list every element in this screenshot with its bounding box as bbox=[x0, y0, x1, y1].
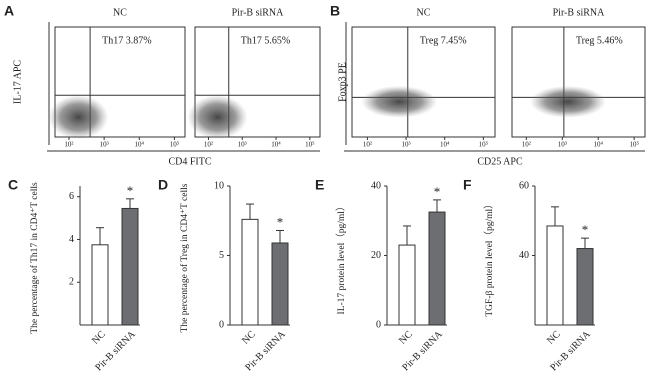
panel-label: E bbox=[315, 177, 324, 193]
x-tick-label: 10³ bbox=[401, 141, 410, 149]
bar bbox=[398, 244, 416, 326]
x-tick-label: NC bbox=[90, 329, 108, 347]
x-tick-label: 10⁴ bbox=[271, 141, 281, 149]
x-tick-label: 10³ bbox=[558, 141, 567, 149]
x-axis-label: CD4 FITC bbox=[168, 156, 211, 167]
plot-frame bbox=[194, 26, 321, 138]
significance-mark: * bbox=[582, 222, 589, 237]
y-axis-label: TGF-β protein level（pg/ml） bbox=[483, 199, 495, 316]
bar bbox=[271, 242, 289, 326]
y-tick-label: 0 bbox=[219, 319, 224, 330]
plot-title: Pir-B siRNA bbox=[553, 7, 606, 18]
quadrant-annotation: Treg 5.46% bbox=[576, 35, 623, 46]
event-cloud bbox=[361, 85, 438, 118]
y-axis-label: IL-17 APC bbox=[12, 60, 23, 105]
y-tick-label: 60 bbox=[519, 180, 529, 191]
quadrant-annotation: Th17 3.87% bbox=[102, 35, 151, 46]
panel-label: F bbox=[463, 177, 472, 193]
x-tick-label: 10³ bbox=[100, 141, 109, 149]
significance-mark: * bbox=[127, 183, 134, 198]
event-cloud bbox=[48, 95, 109, 140]
x-tick-label: NC bbox=[545, 329, 563, 347]
y-axis-label: The percentage of Th17 in CD4⁺T cells bbox=[29, 182, 40, 334]
x-tick-label: NC bbox=[240, 329, 258, 347]
y-tick-label: 10 bbox=[214, 180, 224, 191]
plot-frame bbox=[54, 26, 186, 138]
x-tick-label: 10² bbox=[363, 141, 372, 149]
x-tick-label: 10³ bbox=[238, 141, 247, 149]
bar bbox=[428, 211, 446, 326]
event-cloud bbox=[187, 95, 248, 140]
y-tick-label: 40 bbox=[371, 180, 381, 191]
x-tick-label: 10⁵ bbox=[629, 141, 639, 149]
y-axis-label: IL-17 protein level（pg/ml） bbox=[335, 202, 347, 315]
bar bbox=[241, 218, 259, 326]
panel-label: B bbox=[330, 3, 340, 19]
bar bbox=[546, 225, 564, 326]
plot-title: Pir-B siRNA bbox=[232, 7, 285, 18]
y-axis-label: The percentage of Treg in CD4⁺T cells bbox=[179, 183, 190, 332]
y-tick-label: 6 bbox=[69, 191, 74, 202]
y-tick-label: 40 bbox=[519, 250, 529, 261]
bar bbox=[576, 248, 594, 326]
plot-title: NC bbox=[417, 7, 431, 18]
quadrant-annotation: Th17 5.65% bbox=[241, 35, 290, 46]
x-tick-label: 10⁴ bbox=[135, 141, 145, 149]
x-tick-label: 10² bbox=[204, 141, 213, 149]
y-tick-label: 5 bbox=[219, 250, 224, 261]
plot-frame bbox=[511, 26, 646, 138]
x-tick-label: 10² bbox=[64, 141, 73, 149]
bar bbox=[91, 244, 109, 326]
panel-label: D bbox=[158, 177, 168, 193]
x-tick-label: 10⁴ bbox=[593, 141, 603, 149]
x-tick-label: 10⁵ bbox=[170, 141, 180, 149]
x-tick-label: NC bbox=[397, 329, 415, 347]
bar bbox=[121, 207, 139, 326]
x-tick-label: 10⁵ bbox=[305, 141, 315, 149]
y-tick-label: 20 bbox=[371, 250, 381, 261]
y-tick-label: 0 bbox=[376, 319, 381, 330]
x-axis-label: CD25 APC bbox=[477, 156, 523, 167]
event-cloud bbox=[529, 85, 606, 118]
significance-mark: * bbox=[277, 214, 284, 229]
plot-title: NC bbox=[113, 7, 127, 18]
y-tick-label: 4 bbox=[69, 234, 74, 245]
y-tick-label: 2 bbox=[69, 277, 74, 288]
y-axis-label: Foxp3 PE bbox=[337, 62, 348, 102]
panel-label: A bbox=[4, 3, 14, 19]
x-tick-label: 10⁴ bbox=[440, 141, 450, 149]
plot-frame bbox=[351, 26, 496, 138]
x-tick-label: 10² bbox=[522, 141, 531, 149]
quadrant-annotation: Treg 7.45% bbox=[420, 35, 467, 46]
significance-mark: * bbox=[434, 184, 441, 199]
panel-label: C bbox=[8, 177, 18, 193]
x-tick-label: 10⁵ bbox=[479, 141, 489, 149]
